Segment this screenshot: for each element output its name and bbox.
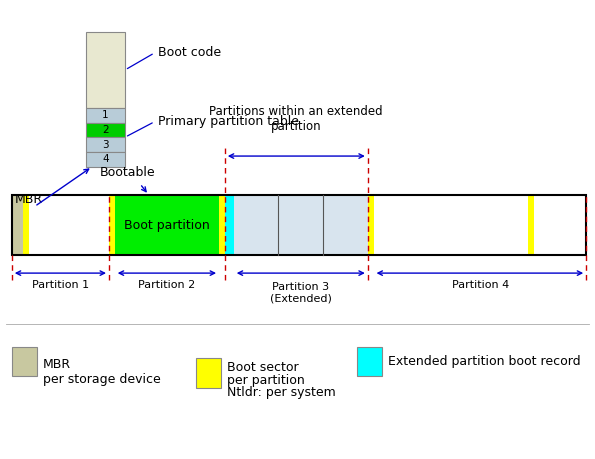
Text: 1: 1 xyxy=(102,110,109,120)
Bar xyxy=(278,195,323,255)
Text: Extended partition boot record: Extended partition boot record xyxy=(388,355,581,368)
Bar xyxy=(12,195,586,255)
Text: Partition 3
(Extended): Partition 3 (Extended) xyxy=(270,282,331,304)
Bar xyxy=(23,195,29,255)
Bar xyxy=(374,195,528,255)
Bar xyxy=(234,195,278,255)
Text: Boot partition: Boot partition xyxy=(124,219,209,232)
Bar xyxy=(534,195,586,255)
Bar xyxy=(86,152,125,167)
Bar xyxy=(357,347,382,376)
Text: 3: 3 xyxy=(102,140,109,150)
Bar xyxy=(225,195,234,255)
Bar xyxy=(115,195,219,255)
Text: MBR: MBR xyxy=(43,358,71,371)
Text: Boot code: Boot code xyxy=(158,46,221,59)
Bar xyxy=(528,195,534,255)
Bar xyxy=(86,32,125,108)
Text: Primary partition table: Primary partition table xyxy=(158,115,299,128)
Text: Partitions within an extended
partition: Partitions within an extended partition xyxy=(209,105,383,133)
Text: Partition 1: Partition 1 xyxy=(32,280,89,290)
Text: 2: 2 xyxy=(102,125,109,135)
Bar xyxy=(86,137,125,152)
Bar xyxy=(109,195,115,255)
Text: 4: 4 xyxy=(102,154,109,164)
Bar xyxy=(323,195,368,255)
Text: Ntldr: per system: Ntldr: per system xyxy=(227,386,336,399)
Bar xyxy=(12,195,586,255)
Bar xyxy=(12,347,37,376)
Text: MBR: MBR xyxy=(14,193,43,206)
Text: Partition 4: Partition 4 xyxy=(452,280,509,290)
Text: Bootable: Bootable xyxy=(100,166,156,179)
Bar xyxy=(219,195,225,255)
Bar xyxy=(368,195,374,255)
Text: Partition 2: Partition 2 xyxy=(138,280,195,290)
Text: per partition: per partition xyxy=(227,374,305,386)
Text: per storage device: per storage device xyxy=(43,373,161,386)
Bar xyxy=(12,195,23,255)
Bar xyxy=(29,195,109,255)
Bar xyxy=(196,358,221,388)
Text: Boot sector: Boot sector xyxy=(227,361,299,374)
Bar xyxy=(86,108,125,123)
Bar xyxy=(86,123,125,137)
